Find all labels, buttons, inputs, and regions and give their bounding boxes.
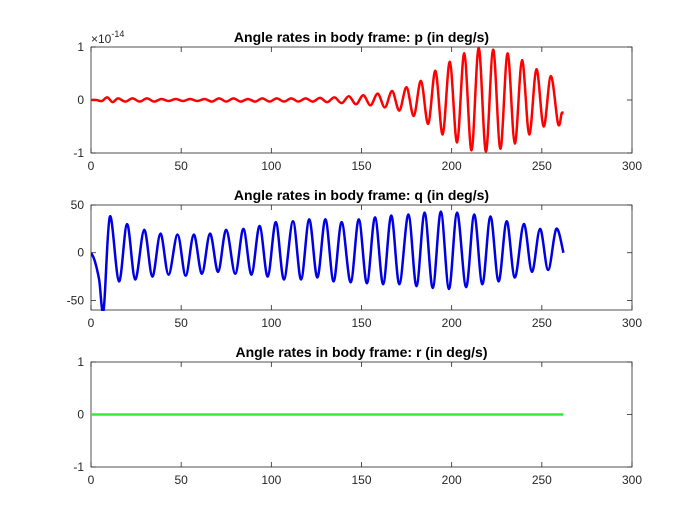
y-exponent-base: ×10 [91, 32, 112, 46]
chart-title: Angle rates in body frame: r (in deg/s) [235, 344, 487, 360]
x-tick-label: 300 [622, 316, 642, 330]
y-exponent-power: -14 [111, 29, 124, 39]
x-tick-label: 300 [622, 159, 642, 173]
x-tick-label: 50 [174, 473, 188, 487]
x-tick-label: 250 [532, 473, 552, 487]
y-tick-label: 0 [77, 246, 84, 260]
x-tick-label: 150 [351, 316, 371, 330]
subplot-3: Angle rates in body frame: r (in deg/s) 0… [73, 344, 642, 487]
y-tick-label: -1 [73, 146, 84, 160]
x-tick-label: 150 [351, 473, 371, 487]
subplot-1: Angle rates in body frame: p (in deg/s) 0… [73, 29, 642, 173]
series-line-1 [91, 210, 565, 311]
y-tick-label: -50 [67, 293, 85, 307]
x-tick-label: 200 [442, 159, 462, 173]
chart-title: Angle rates in body frame: q (in deg/s) [234, 187, 489, 203]
series-line-1 [91, 46, 565, 153]
x-tick-label: 100 [261, 316, 281, 330]
y-tick-label: 0 [77, 408, 84, 422]
x-tick-label: 250 [532, 159, 552, 173]
x-tick-label: 150 [351, 159, 371, 173]
x-tick-label: 100 [261, 473, 281, 487]
x-tick-label: 200 [442, 473, 462, 487]
x-tick-label: 50 [174, 316, 188, 330]
x-tick-label: 50 [174, 159, 188, 173]
y-exponent-label: ×10-14 [91, 29, 124, 46]
y-tick-label: 50 [71, 198, 85, 212]
x-tick-label: 250 [532, 316, 552, 330]
y-tick-label: -1 [73, 460, 84, 474]
chart-title: Angle rates in body frame: p (in deg/s) [234, 29, 489, 45]
y-tick-label: 1 [77, 40, 84, 54]
x-tick-label: 200 [442, 316, 462, 330]
x-tick-label: 0 [88, 159, 95, 173]
x-tick-label: 0 [88, 473, 95, 487]
y-tick-label: 0 [77, 93, 84, 107]
subplot-2: Angle rates in body frame: q (in deg/s) 0… [67, 187, 643, 330]
y-tick-label: 1 [77, 355, 84, 369]
x-tick-label: 300 [622, 473, 642, 487]
x-tick-label: 0 [88, 316, 95, 330]
x-tick-label: 100 [261, 159, 281, 173]
